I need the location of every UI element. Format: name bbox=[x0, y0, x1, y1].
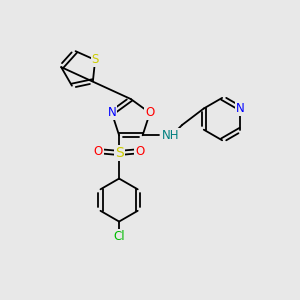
Text: O: O bbox=[135, 145, 144, 158]
Text: S: S bbox=[92, 53, 99, 66]
Text: O: O bbox=[94, 145, 103, 158]
Text: O: O bbox=[145, 106, 154, 119]
Text: S: S bbox=[115, 146, 124, 160]
Text: Cl: Cl bbox=[113, 230, 125, 243]
Text: NH: NH bbox=[162, 129, 180, 142]
Text: N: N bbox=[236, 102, 245, 115]
Text: N: N bbox=[107, 106, 116, 119]
